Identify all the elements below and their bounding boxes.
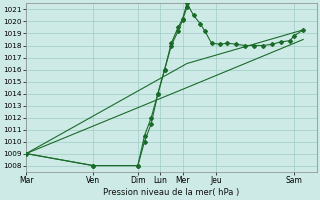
X-axis label: Pression niveau de la mer( hPa ): Pression niveau de la mer( hPa ) (103, 188, 239, 197)
